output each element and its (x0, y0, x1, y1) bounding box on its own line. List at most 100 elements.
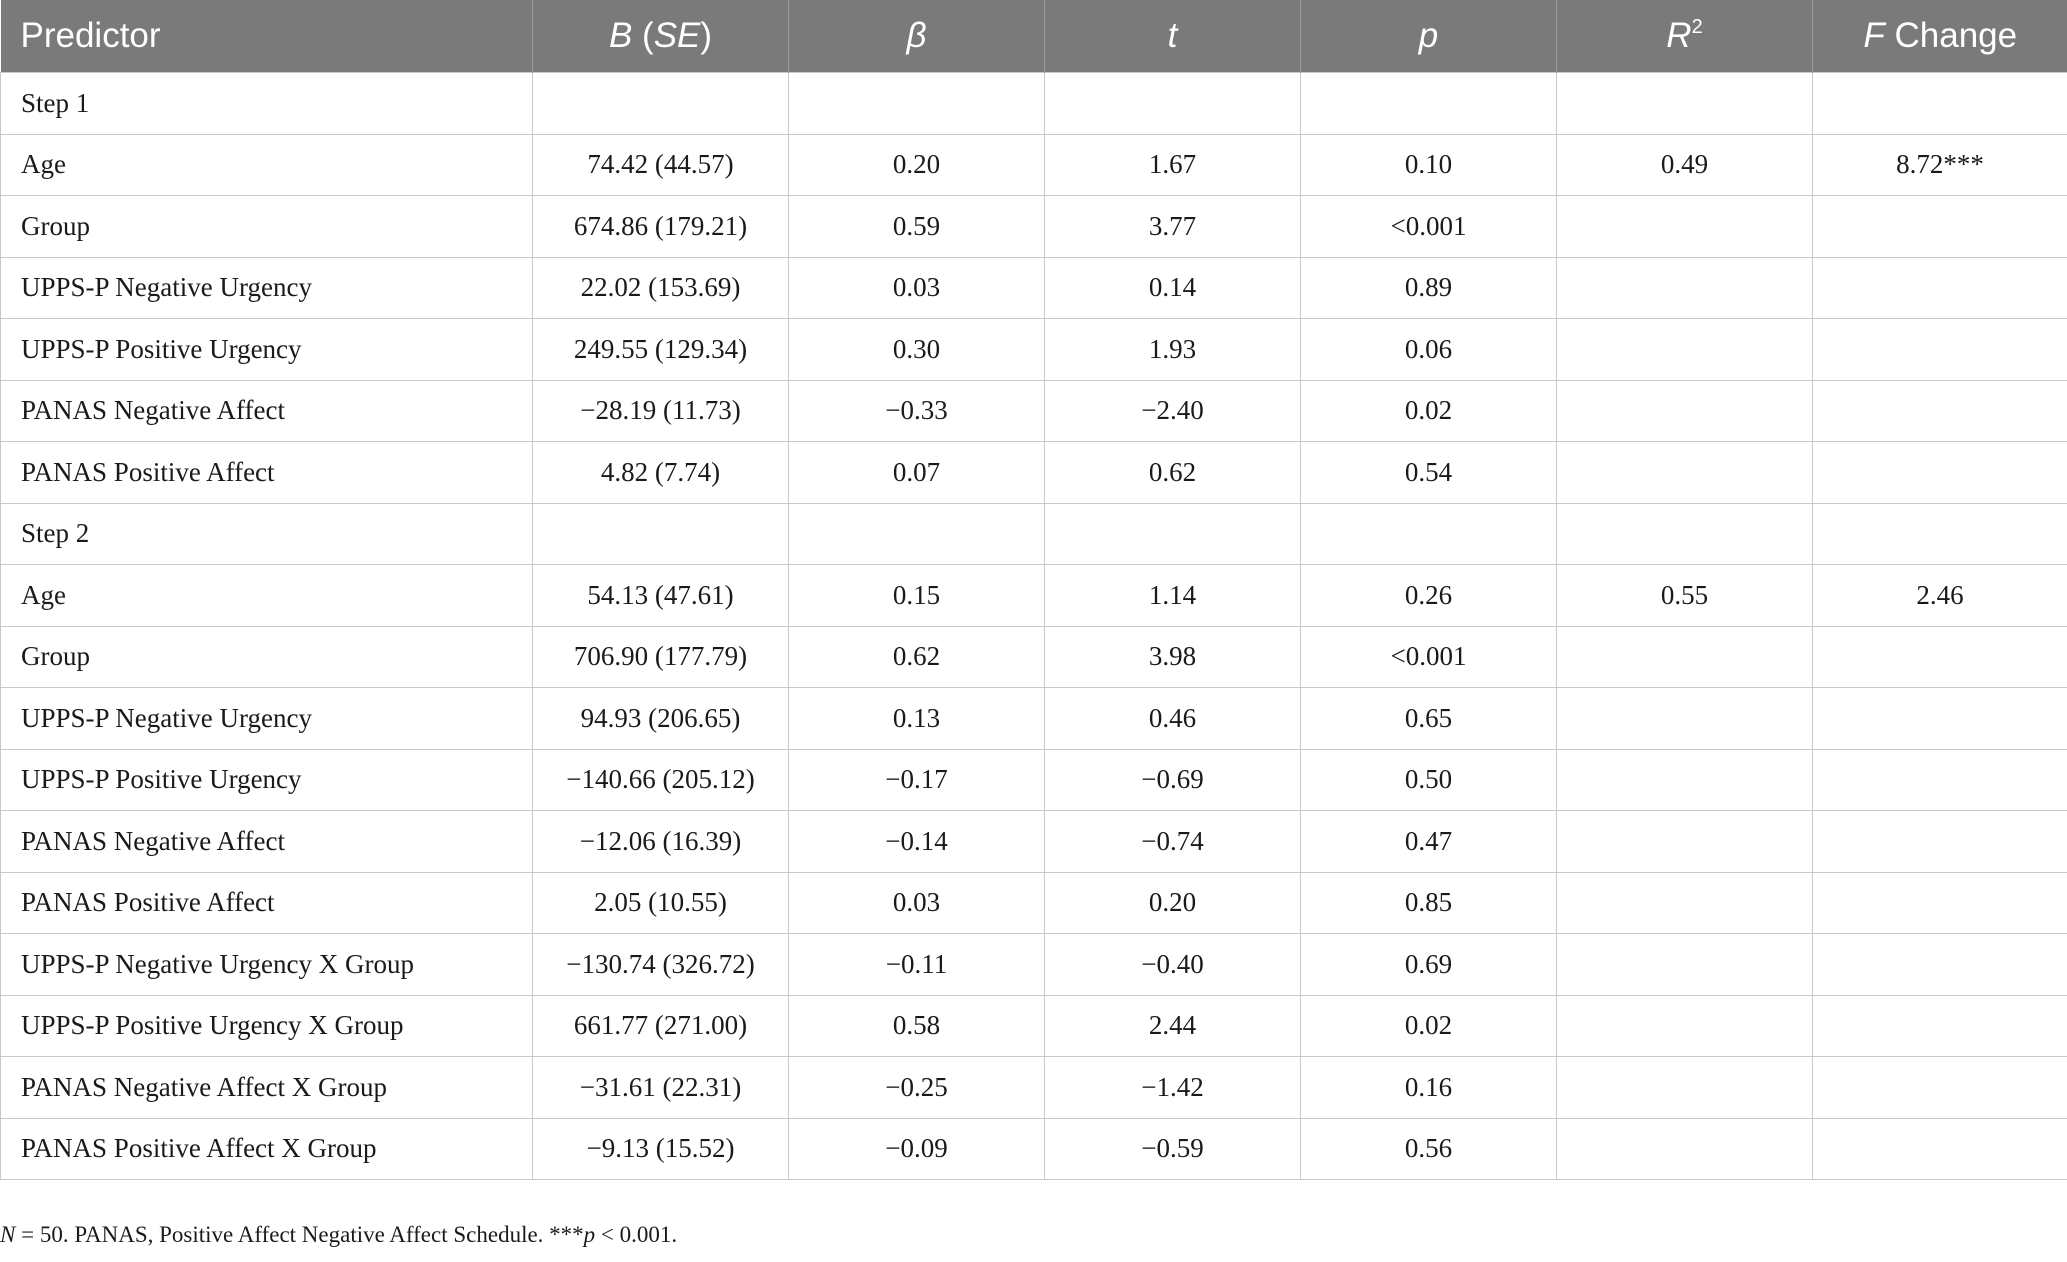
cell-t: −2.40 (1044, 379, 1301, 442)
cell-beta: 0.58 (788, 994, 1045, 1057)
cell-r-squared (1556, 625, 1813, 688)
cell-beta: 0.59 (788, 195, 1045, 258)
cell-t: −0.69 (1044, 748, 1301, 811)
cell-f-change (1812, 72, 2067, 135)
cell-p: 0.16 (1300, 1056, 1557, 1119)
cell-predictor: UPPS-P Negative Urgency (0, 687, 533, 750)
cell-beta: 0.15 (788, 564, 1045, 627)
cell-t: 1.93 (1044, 318, 1301, 381)
cell-b-se: 22.02 (153.69) (532, 256, 789, 319)
cell-p: 0.54 (1300, 441, 1557, 504)
cell-t: 2.44 (1044, 994, 1301, 1057)
cell-b-se: 54.13 (47.61) (532, 564, 789, 627)
cell-f-change (1812, 810, 2067, 873)
cell-p (1300, 72, 1557, 135)
cell-p: 0.02 (1300, 379, 1557, 442)
cell-p: 0.50 (1300, 748, 1557, 811)
table-row: PANAS Negative Affect −12.06 (16.39) −0.14… (0, 810, 2067, 873)
table-row: PANAS Positive Affect X Group −9.13 (15.5… (0, 1117, 2067, 1180)
table-row: Step 2 (0, 502, 2067, 565)
table-row: Group 706.90 (177.79) 0.62 3.98 <0.001 (0, 625, 2067, 688)
table-row: PANAS Positive Affect 4.82 (7.74) 0.07 0.62… (0, 441, 2067, 504)
table-header: Predictor B (SE) β t p R2 F Change (0, 0, 2067, 73)
cell-r-squared (1556, 195, 1813, 258)
header-r-symbol: R (1666, 16, 1692, 55)
cell-f-change (1812, 748, 2067, 811)
cell-predictor: Age (0, 564, 533, 627)
header-row: Predictor B (SE) β t p R2 F Change (0, 0, 2067, 73)
cell-r-squared (1556, 1056, 1813, 1119)
header-se-symbol: SE (653, 16, 701, 55)
table-row: Age 74.42 (44.57) 0.20 1.67 0.10 0.49 8.72*** (0, 133, 2067, 196)
cell-t: −1.42 (1044, 1056, 1301, 1119)
header-beta-symbol: β (906, 16, 927, 55)
cell-beta (788, 502, 1045, 565)
cell-b-se: 661.77 (271.00) (532, 994, 789, 1057)
table-row: PANAS Positive Affect 2.05 (10.55) 0.03 0.2… (0, 871, 2067, 934)
cell-beta: −0.14 (788, 810, 1045, 873)
cell-beta: 0.03 (788, 871, 1045, 934)
table-row: Group 674.86 (179.21) 0.59 3.77 <0.001 (0, 195, 2067, 258)
cell-t: −0.74 (1044, 810, 1301, 873)
cell-t (1044, 502, 1301, 565)
table-row: UPPS-P Negative Urgency 94.93 (206.65) 0.1… (0, 687, 2067, 750)
cell-f-change (1812, 502, 2067, 565)
cell-predictor: PANAS Positive Affect (0, 871, 533, 934)
cell-p: 0.65 (1300, 687, 1557, 750)
header-b-se: B (SE) (532, 0, 789, 73)
table-row: UPPS-P Positive Urgency X Group 661.77 (2… (0, 994, 2067, 1057)
cell-p: 0.56 (1300, 1117, 1557, 1180)
cell-r-squared (1556, 1117, 1813, 1180)
cell-r-squared (1556, 502, 1813, 565)
header-p: p (1300, 0, 1557, 73)
header-t-symbol: t (1167, 16, 1178, 55)
cell-predictor: PANAS Negative Affect (0, 379, 533, 442)
cell-p: 0.69 (1300, 933, 1557, 996)
table-row: UPPS-P Negative Urgency 22.02 (153.69) 0.0… (0, 256, 2067, 319)
footnote-p-text: < 0.001. (595, 1222, 678, 1247)
cell-beta: −0.33 (788, 379, 1045, 442)
header-b-close: ) (700, 16, 713, 55)
table-row: PANAS Negative Affect −28.19 (11.73) −0.33… (0, 379, 2067, 442)
cell-predictor: PANAS Negative Affect X Group (0, 1056, 533, 1119)
cell-f-change (1812, 1056, 2067, 1119)
cell-b-se (532, 72, 789, 135)
header-f-change-label: Change (1884, 16, 2018, 55)
header-beta: β (788, 0, 1045, 73)
cell-b-se: 249.55 (129.34) (532, 318, 789, 381)
cell-predictor: UPPS-P Negative Urgency X Group (0, 933, 533, 996)
cell-t: −0.40 (1044, 933, 1301, 996)
cell-beta: −0.09 (788, 1117, 1045, 1180)
cell-r-squared (1556, 318, 1813, 381)
cell-predictor: Age (0, 133, 533, 196)
header-f-change: F Change (1812, 0, 2067, 73)
cell-beta: −0.25 (788, 1056, 1045, 1119)
cell-beta (788, 72, 1045, 135)
cell-predictor: UPPS-P Positive Urgency (0, 318, 533, 381)
cell-t: 0.20 (1044, 871, 1301, 934)
cell-predictor: PANAS Negative Affect (0, 810, 533, 873)
cell-f-change (1812, 195, 2067, 258)
cell-beta: 0.13 (788, 687, 1045, 750)
header-f-symbol: F (1863, 16, 1885, 55)
table-row: Age 54.13 (47.61) 0.15 1.14 0.26 0.55 2.46 (0, 564, 2067, 627)
cell-predictor: Step 2 (0, 502, 533, 565)
cell-r-squared (1556, 72, 1813, 135)
header-b-symbol: B (608, 16, 633, 55)
cell-f-change (1812, 871, 2067, 934)
cell-r-squared: 0.49 (1556, 133, 1813, 196)
cell-t: 1.14 (1044, 564, 1301, 627)
footnote-n-text: = 50. PANAS, Positive Affect Negative Af… (15, 1222, 584, 1247)
cell-predictor: Step 1 (0, 72, 533, 135)
cell-b-se: 94.93 (206.65) (532, 687, 789, 750)
cell-beta: 0.03 (788, 256, 1045, 319)
cell-f-change (1812, 625, 2067, 688)
cell-b-se: −9.13 (15.52) (532, 1117, 789, 1180)
cell-beta: −0.17 (788, 748, 1045, 811)
cell-predictor: UPPS-P Positive Urgency (0, 748, 533, 811)
cell-predictor: PANAS Positive Affect (0, 441, 533, 504)
regression-table: Predictor B (SE) β t p R2 F Change Step … (0, 0, 2067, 1180)
cell-f-change (1812, 379, 2067, 442)
cell-p: 0.47 (1300, 810, 1557, 873)
cell-predictor: UPPS-P Negative Urgency (0, 256, 533, 319)
